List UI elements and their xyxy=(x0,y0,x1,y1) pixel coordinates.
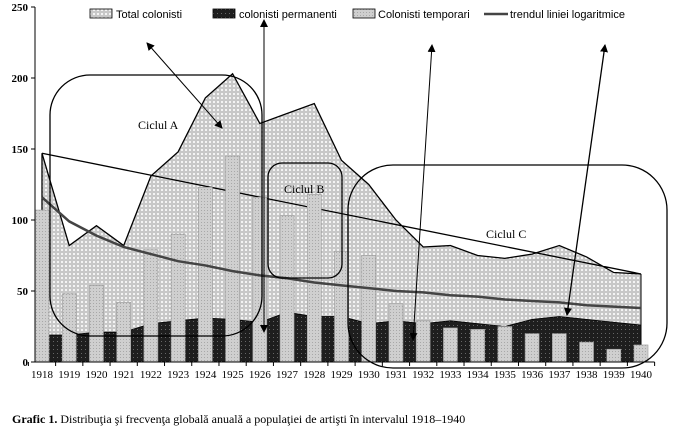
cycle-a-label: Ciclul A xyxy=(138,118,179,132)
x-tick-label: 1936 xyxy=(521,369,544,381)
x-tick-label: 1937 xyxy=(548,369,571,381)
chart: 0 50 100 150 200 250 1918 1919 1920 1921 1922 1923 1… xyxy=(12,2,668,381)
trend-line xyxy=(41,196,642,310)
x-tick-label: 1928 xyxy=(303,369,326,381)
x-tick-label: 1933 xyxy=(439,369,462,381)
x-tick-label: 1935 xyxy=(494,369,517,381)
x-tick-label: 1931 xyxy=(385,369,407,381)
x-tick-label: 1925 xyxy=(222,369,245,381)
x-tick-label: 1934 xyxy=(467,369,490,381)
x-tick-label: 1939 xyxy=(603,369,626,381)
y-tick-label: 250 xyxy=(12,2,29,14)
x-tick-label: 1918 xyxy=(31,369,54,381)
cycle-c-label: Ciclul C xyxy=(486,227,526,241)
legend-label-total: Total colonisti xyxy=(116,9,182,21)
x-tick-label: 1921 xyxy=(113,369,135,381)
bar-colonisti-temporari xyxy=(497,326,513,363)
arrow xyxy=(409,44,436,341)
x-tick-label: 1923 xyxy=(167,369,190,381)
legend-label-trend: trendul liniei logaritmice xyxy=(510,9,625,21)
caption-text: Distribuţia şi frecvenţa globală anuală … xyxy=(57,412,466,426)
x-tick-label: 1926 xyxy=(249,369,272,381)
bar-colonisti-temporari xyxy=(252,196,268,363)
y-tick-label: 0 xyxy=(23,357,29,369)
y-tick-label: 50 xyxy=(17,286,29,298)
bar-colonisti-temporari xyxy=(89,285,104,363)
cycle-b-label: Ciclul B xyxy=(284,182,324,196)
x-tick-label: 1932 xyxy=(412,369,434,381)
x-tick-label: 1929 xyxy=(331,369,354,381)
legend: Total colonisti colonisti permanenti Col… xyxy=(89,8,625,21)
bar-colonisti-temporari xyxy=(579,341,594,363)
x-tick-label: 1920 xyxy=(85,369,108,381)
y-tick-label: 100 xyxy=(12,215,29,227)
x-tick-label: 1930 xyxy=(358,369,381,381)
legend-label-permanent: colonisti permanenti xyxy=(239,9,337,21)
bar-colonisti-temporari xyxy=(170,233,186,363)
bar-colonisti-temporari xyxy=(279,215,295,363)
bar-colonisti-temporari xyxy=(552,333,567,363)
bar-colonisti-temporari xyxy=(524,333,540,363)
x-tick-label: 1924 xyxy=(194,369,217,381)
cycle-c-box xyxy=(347,164,668,369)
bar-colonisti-temporari xyxy=(116,302,131,363)
legend-label-temporary: Colonisti temporari xyxy=(378,9,470,21)
line-total-colonisti xyxy=(41,72,642,275)
legend-swatch-temporary xyxy=(352,8,376,19)
bar-colonisti-temporari xyxy=(61,293,77,363)
bar-colonisti-temporari xyxy=(633,344,649,363)
bar-colonisti-temporari xyxy=(415,320,431,363)
bar-colonisti-temporari xyxy=(225,155,240,363)
bar-colonisti-temporari xyxy=(34,209,50,363)
y-tick-label: 200 xyxy=(12,73,29,85)
bar-colonisti-temporari xyxy=(606,348,622,363)
bar-colonisti-temporari xyxy=(143,249,159,363)
legend-swatch-total xyxy=(89,8,113,19)
bar-colonisti-temporari xyxy=(470,329,485,363)
figure-caption: Grafic 1. Distribuţia şi frecvenţa globa… xyxy=(12,412,465,427)
x-tick-label: 1919 xyxy=(58,369,81,381)
caption-label: Grafic 1. xyxy=(12,412,58,426)
x-tick-label: 1922 xyxy=(140,369,162,381)
cycle-b-box xyxy=(267,162,343,279)
bar-colonisti-temporari xyxy=(388,303,404,363)
legend-swatch-permanent xyxy=(212,8,236,19)
y-tick-label: 150 xyxy=(12,144,29,156)
x-tick-label: 1938 xyxy=(576,369,599,381)
arrow xyxy=(146,42,223,129)
x-tick-label: 1940 xyxy=(630,369,653,381)
bar-colonisti-temporari xyxy=(361,255,377,363)
bar-colonisti-temporari xyxy=(443,327,458,363)
x-tick-label: 1927 xyxy=(276,369,299,381)
arrow xyxy=(564,44,608,316)
